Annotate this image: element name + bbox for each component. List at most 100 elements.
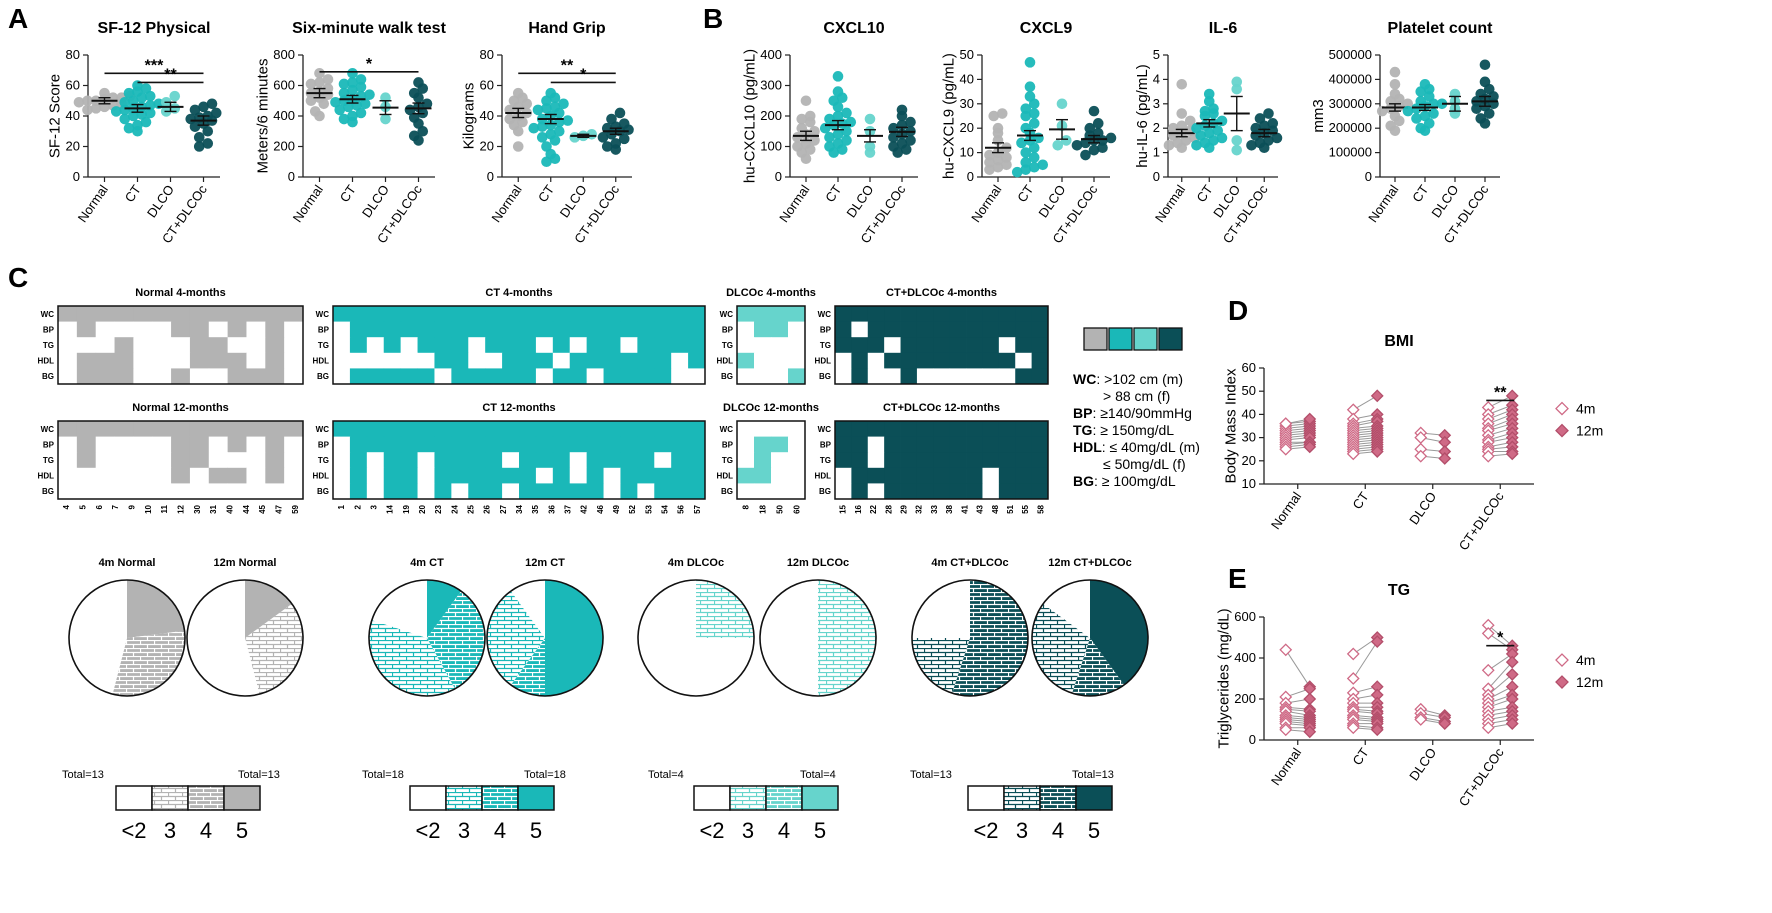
cxcl10-title: CXCL10 [823,20,884,37]
heatmap-cell [982,352,1000,369]
pie-legend-label: 4 [494,818,506,843]
heatmap-cell [519,436,537,453]
heatmap-cell [58,452,78,469]
heatmap-cell [916,352,934,369]
il6-xtick-label: CT [1193,182,1215,205]
heatmap-cell [654,421,672,437]
grip-point-ct [528,122,540,134]
heatmap-cell [737,337,755,354]
heatmap-cell [227,337,247,354]
heatmap-row-label: WC [41,310,55,319]
heatmap-cell [468,483,486,500]
platelet-point-normal [1389,88,1401,100]
il6-point-ctdlcoc [1250,122,1262,134]
bmi-point-4m [1414,449,1428,463]
heatmap-cell [603,337,621,354]
heatmap-row-label: HDL [313,472,330,481]
heatmap-cell [434,452,452,469]
il6-ytick-label: 1 [1153,145,1160,160]
sf12-ytick-label: 80 [66,47,80,62]
pie-legend-label: 5 [814,818,826,843]
tg-point-4m [1346,721,1360,735]
heatmap-subject-id: 1 [337,504,346,509]
heatmap-cell [552,452,571,469]
heatmap-cell [771,368,789,385]
il6-point-ct [1199,105,1211,117]
heatmap-cell [771,452,789,469]
tg-pair-line [1285,649,1311,687]
heatmap-cell [189,368,210,385]
heatmap-cell [366,306,385,322]
tg-point-4m [1481,626,1495,640]
heatmap-cell [485,467,503,484]
heatmap-cell [383,337,402,354]
il6-ytick-label: 5 [1153,47,1160,62]
heatmap-cell [966,467,983,484]
heatmap-cell [654,321,672,338]
il6-point-ct [1203,96,1215,107]
pie-legend-label: 3 [1016,818,1028,843]
il6-point-normal [1167,122,1179,134]
walk-point-ctdlcoc [404,104,416,116]
pie-legend-label: 4 [200,818,212,843]
heatmap-cell [754,352,772,369]
heatmap-cell [637,452,655,469]
heatmap-cell [451,352,469,369]
cxcl10-point-ctdlcoc [905,135,916,146]
heatmap-cell [737,352,755,369]
heatmap-cell [58,436,78,453]
pie-cd4: 4m CT+DLCOc [911,557,1029,697]
heatmap-cell [998,337,1016,354]
heatmap-cell [737,368,755,385]
heatmap-cell [586,452,604,469]
heatmap-cell [949,306,967,322]
heatmap-cell [451,321,469,338]
grip-point-ct [549,101,561,113]
heatmap-cell [788,306,806,322]
heatmap-cell [76,452,97,469]
il6-point-normal [1176,108,1188,119]
bmi-point-4m [1481,449,1495,463]
il6-xtick-label: Normal [1152,182,1188,225]
pie-n4: 4m Normal [68,557,186,697]
heatmap-cell [586,436,604,453]
pie-legend-label: <2 [699,818,724,843]
heatmap-cell [76,321,97,338]
heatmap-cell [502,337,520,354]
grip-point-ct [541,103,552,114]
heatmap-cell [916,368,934,385]
heatmap-cell [383,436,402,453]
cxcl9-point-normal [1001,159,1012,171]
heatmap-cell [152,436,172,453]
heatmap-cell [451,452,469,469]
heatmap-cell [737,421,755,437]
heatmap-cell [58,306,78,322]
heatmap-cell [76,352,97,369]
heatmap-cell [966,306,983,322]
grip-point-ct [553,125,565,137]
grip-point-ctdlcoc [601,141,613,152]
heatmap-cell [519,321,537,338]
cxcl9-point-normal [996,108,1008,119]
heatmap-subject-id: 19 [402,504,411,513]
tg-point-4m [1481,721,1495,735]
heatmap-cell [867,352,885,369]
heatmap-cell [434,368,452,385]
heatmap-subject-id: 34 [515,504,524,513]
walk-xtick-label: Normal [290,182,326,225]
heatmap-cell [620,352,638,369]
heatmap-cell [333,452,351,469]
pie-legend-label: 5 [530,818,542,843]
heatmap-cell [1031,421,1049,437]
heatmap-cell [114,337,134,354]
heatmap-cell [933,421,951,437]
heatmap-cell [884,467,901,484]
heatmap-cell [519,306,537,322]
heatmap-row-label: WC [316,425,330,434]
grip-ytick-label: 40 [480,108,494,123]
cxcl9-point-dlco [1060,135,1072,146]
heatmap-cell [933,483,951,500]
